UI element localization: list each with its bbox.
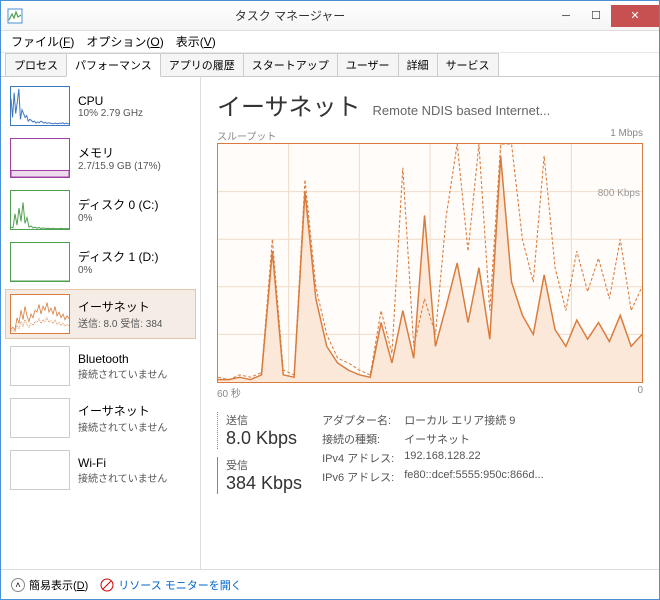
sidebar-item-name: Bluetooth (78, 352, 167, 366)
tab-4[interactable]: ユーザー (337, 53, 399, 76)
menubar: ファイル(F) オプション(O) 表示(V) (1, 31, 659, 53)
sidebar-item-0[interactable]: CPU10% 2.79 GHz (5, 81, 196, 131)
tab-0[interactable]: プロセス (5, 53, 67, 76)
menu-view[interactable]: 表示(V) (170, 31, 222, 52)
sidebar-item-val: 送信: 8.0 受信: 384 (78, 315, 162, 330)
sidebar-thumb (10, 294, 70, 334)
sidebar-item-name: ディスク 1 (D:) (78, 248, 159, 265)
tab-1[interactable]: パフォーマンス (66, 53, 161, 77)
tab-3[interactable]: スタートアップ (243, 53, 338, 76)
tab-2[interactable]: アプリの履歴 (160, 53, 244, 76)
chart-ylabel-top: スループット (217, 128, 276, 143)
sidebar-thumb (10, 190, 70, 230)
stat-send: 送信 8.0 Kbps (217, 412, 302, 449)
close-button[interactable]: ✕ (611, 5, 659, 27)
sidebar-item-7[interactable]: Wi-Fi接続されていません (5, 445, 196, 495)
stat-value: fe80::dcef:5555:950c:866d... (404, 469, 543, 485)
stat-value: ローカル エリア接続 9 (404, 412, 543, 428)
stat-label: アダプター名: (322, 412, 394, 428)
sidebar-thumb (10, 450, 70, 490)
stat-value: イーサネット (404, 431, 543, 447)
maximize-button[interactable]: ☐ (581, 5, 611, 27)
chart-ylabel-right-top: 1 Mbps (610, 128, 643, 143)
stat-recv: 受信 384 Kbps (217, 457, 302, 494)
sidebar-item-val: 10% 2.79 GHz (78, 108, 143, 119)
window-title: タスク マネージャー (29, 7, 551, 24)
sidebar-item-name: イーサネット (78, 402, 167, 419)
stat-label: IPv6 アドレス: (322, 469, 394, 485)
sidebar-item-name: CPU (78, 94, 143, 108)
sidebar-item-name: Wi-Fi (78, 456, 167, 470)
sidebar-item-6[interactable]: イーサネット接続されていません (5, 393, 196, 443)
tab-6[interactable]: サービス (437, 53, 499, 76)
throughput-chart: 800 Kbps (217, 143, 643, 383)
sidebar-item-val: 0% (78, 265, 159, 276)
chart-xlabel-right: 0 (637, 385, 643, 400)
stats: 送信 8.0 Kbps 受信 384 Kbps アダプター名: ローカル エリア接… (217, 412, 643, 494)
sidebar-thumb (10, 398, 70, 438)
main-title: イーサネット (217, 87, 361, 122)
sidebar-item-val: 接続されていません (78, 366, 167, 381)
menu-file[interactable]: ファイル(F) (5, 31, 80, 52)
resource-monitor-link[interactable]: リソース モニターを開く (100, 577, 242, 593)
main-panel: イーサネット Remote NDIS based Internet... スルー… (201, 77, 659, 569)
sidebar-thumb (10, 86, 70, 126)
chevron-up-icon: ˄ (11, 578, 25, 592)
tabs: プロセスパフォーマンスアプリの履歴スタートアップユーザー詳細サービス (1, 53, 659, 77)
stat-label: 接続の種類: (322, 431, 394, 447)
sidebar-item-name: ディスク 0 (C:) (78, 196, 159, 213)
sidebar-item-2[interactable]: ディスク 0 (C:)0% (5, 185, 196, 235)
sidebar-item-val: 0% (78, 213, 159, 224)
footer: ˄ 簡易表示(D) リソース モニターを開く (1, 569, 659, 599)
sidebar-item-name: イーサネット (78, 298, 162, 315)
main-subtitle: Remote NDIS based Internet... (373, 103, 551, 118)
chart-xlabel-left: 60 秒 (217, 385, 241, 400)
sidebar[interactable]: CPU10% 2.79 GHzメモリ2.7/15.9 GB (17%)ディスク … (1, 77, 201, 569)
sidebar-thumb (10, 346, 70, 386)
sidebar-item-val: 接続されていません (78, 470, 167, 485)
content: CPU10% 2.79 GHzメモリ2.7/15.9 GB (17%)ディスク … (1, 77, 659, 569)
stat-details: アダプター名: ローカル エリア接続 9 接続の種類: イーサネット IPv4 アドレス… (322, 412, 544, 494)
stat-label: IPv4 アドレス: (322, 450, 394, 466)
sidebar-item-val: 2.7/15.9 GB (17%) (78, 161, 161, 172)
tab-5[interactable]: 詳細 (398, 53, 438, 76)
sidebar-item-5[interactable]: Bluetooth接続されていません (5, 341, 196, 391)
simple-view-button[interactable]: ˄ 簡易表示(D) (11, 577, 88, 593)
titlebar[interactable]: タスク マネージャー ─ ☐ ✕ (1, 1, 659, 31)
task-manager-window: タスク マネージャー ─ ☐ ✕ ファイル(F) オプション(O) 表示(V) … (0, 0, 660, 600)
no-entry-icon (100, 578, 114, 592)
sidebar-item-4[interactable]: イーサネット送信: 8.0 受信: 384 (5, 289, 196, 339)
sidebar-thumb (10, 242, 70, 282)
sidebar-thumb (10, 138, 70, 178)
menu-options[interactable]: オプション(O) (80, 31, 169, 52)
sidebar-item-1[interactable]: メモリ2.7/15.9 GB (17%) (5, 133, 196, 183)
sidebar-item-3[interactable]: ディスク 1 (D:)0% (5, 237, 196, 287)
sidebar-item-val: 接続されていません (78, 419, 167, 434)
minimize-button[interactable]: ─ (551, 5, 581, 27)
chart-ylabel-mid: 800 Kbps (598, 188, 640, 199)
stat-value: 192.168.128.22 (404, 450, 543, 466)
app-icon (7, 8, 23, 24)
sidebar-item-name: メモリ (78, 144, 161, 161)
